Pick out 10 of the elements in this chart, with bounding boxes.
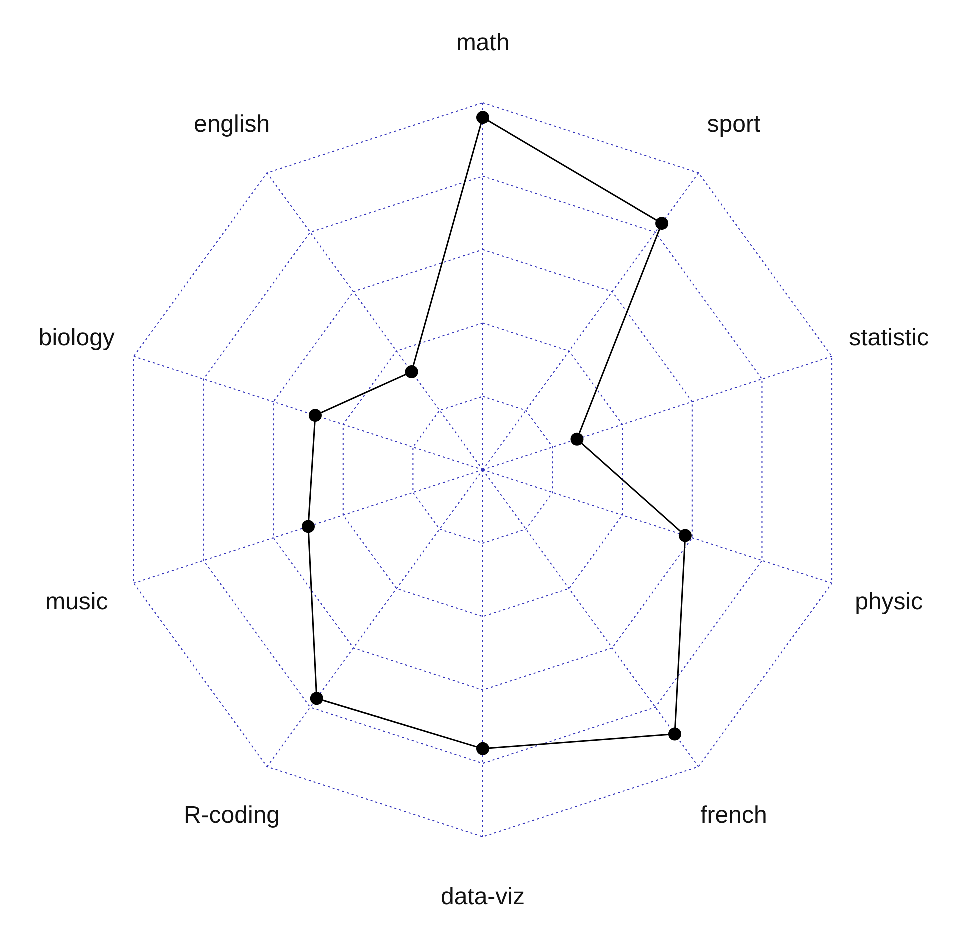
spoke-label: physic xyxy=(855,588,924,616)
spoke-label: math xyxy=(456,30,510,56)
spoke-label: biology xyxy=(38,324,115,352)
spoke-label: statistic xyxy=(849,324,930,352)
spoke-label: english xyxy=(194,111,270,138)
spoke-label: R-coding xyxy=(184,802,280,829)
spoke-label: music xyxy=(46,588,108,616)
spoke-label: sport xyxy=(707,111,761,138)
spoke-label: french xyxy=(700,802,768,829)
spoke-label: data-viz xyxy=(440,884,526,910)
